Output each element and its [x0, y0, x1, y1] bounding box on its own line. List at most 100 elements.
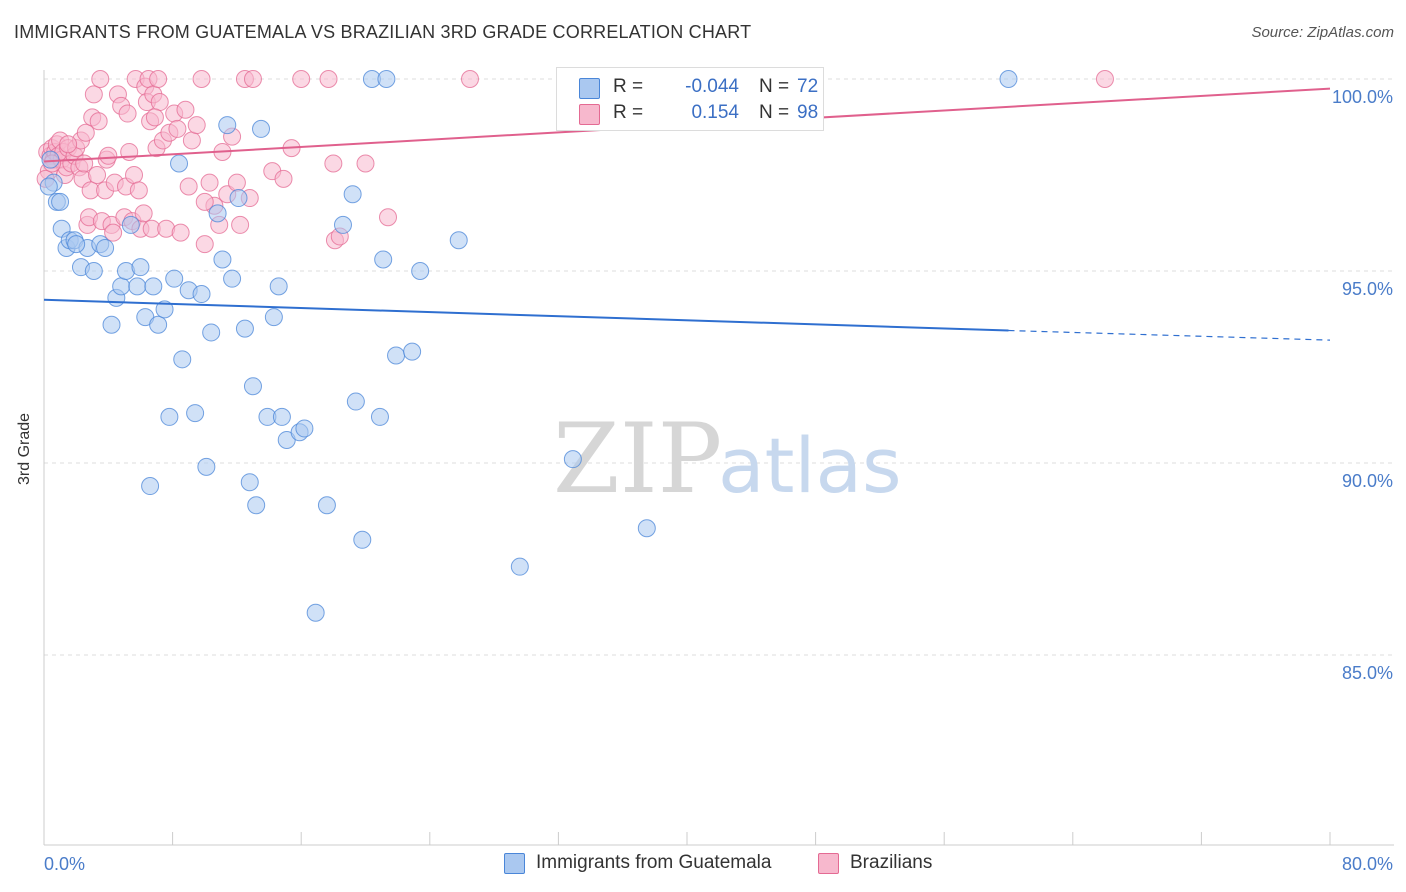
point-guatemala	[264, 308, 283, 327]
point-brazilian	[179, 177, 198, 196]
point-guatemala	[353, 530, 372, 549]
point-guatemala	[269, 277, 288, 296]
n-label: N =	[759, 102, 790, 123]
point-guatemala	[387, 346, 406, 365]
point-brazilian	[59, 135, 78, 154]
point-brazilian	[460, 70, 479, 88]
point-guatemala	[39, 177, 58, 196]
point-guatemala	[112, 277, 131, 296]
stats-legend: R = -0.044 N = 72 R = 0.154 N = 98	[556, 67, 824, 131]
point-brazilian	[243, 70, 262, 88]
point-guatemala	[403, 342, 422, 361]
point-brazilian	[195, 235, 214, 254]
series-guatemala	[39, 70, 1018, 622]
point-brazilian	[91, 70, 110, 88]
point-guatemala	[149, 315, 168, 334]
point-brazilian	[134, 204, 153, 223]
point-guatemala	[999, 70, 1018, 88]
gridlines	[44, 78, 1394, 656]
point-guatemala	[374, 250, 393, 269]
point-guatemala	[160, 407, 179, 426]
axes	[43, 70, 1394, 846]
legend-label-brazilians: Brazilians	[850, 852, 933, 873]
point-guatemala	[173, 350, 192, 369]
point-guatemala	[144, 277, 163, 296]
point-brazilian	[231, 215, 250, 234]
trend-line-guatemala	[43, 298, 1009, 332]
point-guatemala	[208, 204, 227, 223]
point-guatemala	[213, 250, 232, 269]
point-guatemala	[370, 407, 389, 426]
point-brazilian	[84, 85, 103, 104]
point-guatemala	[121, 215, 140, 234]
point-brazilian	[88, 166, 107, 184]
point-guatemala	[449, 231, 468, 250]
pink-swatch	[818, 853, 839, 874]
point-guatemala	[141, 477, 160, 496]
trend-line-guatemala-extension	[1008, 329, 1331, 341]
watermark-atlas: atlas	[718, 421, 902, 510]
point-brazilian	[379, 208, 398, 227]
point-guatemala	[333, 215, 352, 234]
watermark: ZIP atlas	[553, 403, 902, 515]
point-guatemala	[510, 557, 529, 576]
y-axis-label: 3rd Grade	[16, 412, 33, 485]
point-guatemala	[192, 285, 211, 304]
point-guatemala	[346, 392, 365, 411]
point-guatemala	[165, 269, 184, 288]
point-brazilian	[200, 173, 219, 192]
point-guatemala	[243, 377, 262, 396]
point-brazilian	[89, 112, 108, 131]
y-tick-label: 90.0%	[1342, 471, 1393, 491]
n-label: N =	[759, 76, 790, 97]
point-brazilian	[75, 154, 94, 173]
y-tick-label: 95.0%	[1342, 279, 1393, 299]
point-guatemala	[563, 450, 582, 469]
series-brazilians	[36, 70, 1114, 254]
point-guatemala	[218, 116, 237, 135]
point-guatemala	[96, 238, 115, 257]
point-guatemala	[223, 269, 242, 288]
source-label: Source: ZipAtlas.com	[1251, 24, 1394, 41]
point-brazilian	[187, 116, 206, 135]
point-guatemala	[272, 407, 291, 426]
chart-title: IMMIGRANTS FROM GUATEMALA VS BRAZILIAN 3…	[14, 22, 752, 42]
point-guatemala	[155, 300, 174, 319]
point-brazilian	[149, 70, 168, 88]
point-guatemala	[67, 235, 86, 254]
point-guatemala	[377, 70, 396, 88]
point-guatemala	[637, 519, 656, 538]
point-guatemala	[131, 258, 150, 277]
y-tick-labels: 85.0% 90.0% 95.0% 100.0%	[1332, 87, 1393, 683]
point-brazilian	[1095, 70, 1114, 88]
point-brazilian	[129, 181, 148, 200]
point-guatemala	[306, 603, 325, 622]
point-guatemala	[51, 192, 70, 211]
point-brazilian	[292, 70, 311, 88]
blue-swatch	[579, 78, 600, 99]
point-brazilian	[104, 223, 123, 242]
point-brazilian	[168, 119, 187, 138]
point-brazilian	[176, 100, 195, 119]
point-brazilian	[76, 123, 95, 142]
x-ticks	[43, 832, 1331, 845]
y-tick-label: 85.0%	[1342, 663, 1393, 683]
point-brazilian	[182, 131, 201, 150]
point-guatemala	[197, 457, 216, 476]
point-guatemala	[170, 154, 189, 173]
legend-label-guatemala: Immigrants from Guatemala	[536, 852, 772, 873]
point-brazilian	[195, 192, 214, 211]
point-brazilian	[150, 93, 169, 112]
point-brazilian	[99, 146, 118, 165]
point-guatemala	[247, 496, 266, 515]
point-guatemala	[186, 404, 205, 423]
n-value: 72	[797, 76, 819, 97]
point-brazilian	[274, 169, 293, 188]
point-guatemala	[295, 419, 314, 438]
point-guatemala	[411, 262, 430, 280]
y-tick-label: 100.0%	[1332, 87, 1393, 107]
point-guatemala	[235, 319, 254, 338]
point-guatemala	[41, 150, 60, 169]
point-guatemala	[240, 473, 259, 492]
